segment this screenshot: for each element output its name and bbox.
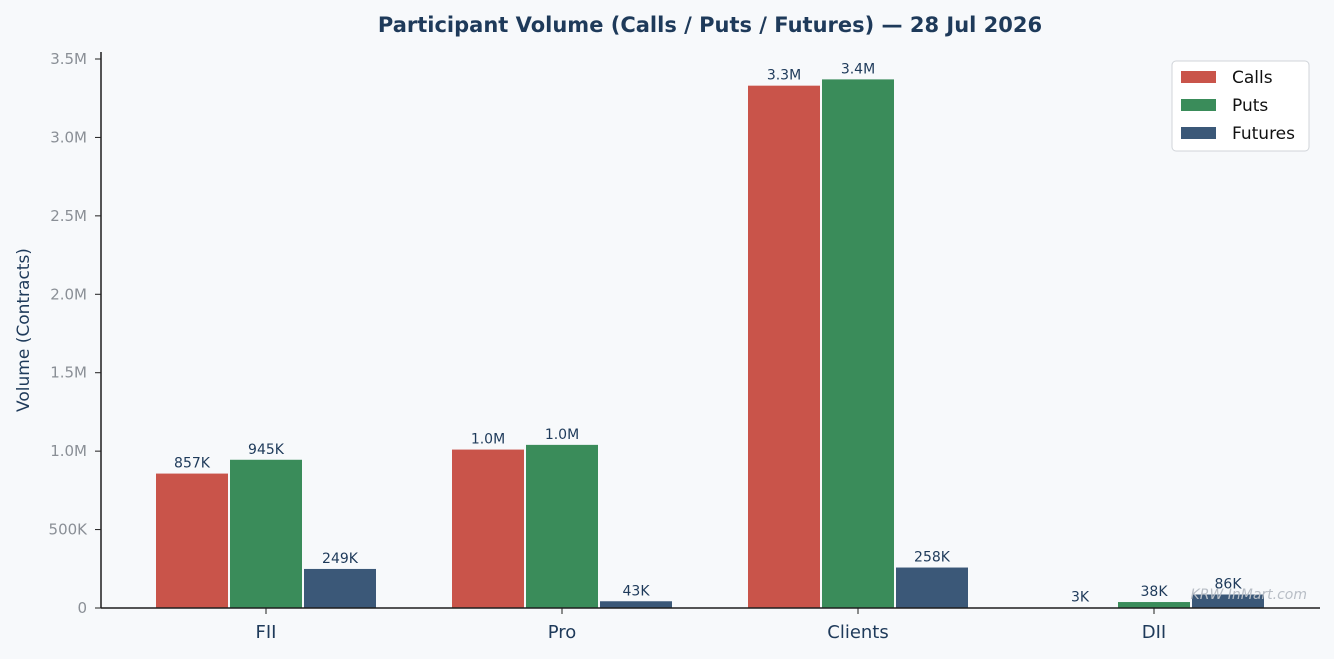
bar-calls-clients	[748, 85, 820, 608]
bar-puts-clients	[822, 79, 894, 609]
legend-swatch-calls	[1181, 71, 1216, 83]
data-label: 945K	[248, 442, 285, 458]
y-tick-label: 2.5M	[50, 207, 87, 225]
y-tick-label: 2.0M	[50, 285, 87, 303]
legend-swatch-futures	[1181, 127, 1216, 139]
bar-puts-pro	[526, 444, 598, 608]
bar-futures-clients	[896, 567, 968, 608]
y-tick-label: 1.0M	[50, 442, 87, 460]
y-ticks: 0 500K 1.0M 1.5M 2.0M 2.5M 3.0M 3.5M	[49, 50, 101, 617]
data-label: 1.0M	[545, 427, 579, 443]
legend-swatch-puts	[1181, 99, 1216, 111]
data-label: 38K	[1141, 584, 1169, 600]
watermark: KRW InMart.com	[1191, 587, 1307, 603]
data-label: 1.0M	[471, 432, 505, 448]
y-tick-label: 3.5M	[50, 50, 87, 68]
y-tick-label: 0	[77, 599, 87, 617]
data-label: 3K	[1071, 590, 1090, 606]
bar-puts-fii	[230, 459, 302, 608]
y-tick-label: 500K	[49, 521, 89, 539]
data-label: 43K	[623, 583, 651, 599]
y-tick-label: 1.5M	[50, 364, 87, 382]
x-tick-label: DII	[1142, 622, 1166, 643]
legend-label-puts: Puts	[1232, 96, 1268, 116]
data-label: 258K	[914, 550, 951, 566]
data-label: 249K	[322, 551, 359, 567]
data-label: 86K	[1215, 577, 1243, 593]
legend-label-futures: Futures	[1232, 124, 1295, 144]
legend: Calls Puts Futures	[1171, 60, 1310, 152]
bar-futures-dii	[1192, 594, 1264, 608]
x-ticks: FII Pro Clients DII	[256, 608, 1166, 643]
bar-calls-pro	[452, 449, 524, 608]
bar-futures-fii	[304, 568, 376, 608]
x-tick-label: Clients	[827, 622, 889, 643]
x-tick-label: FII	[256, 622, 277, 643]
y-tick-label: 3.0M	[50, 128, 87, 146]
data-label: 3.4M	[841, 61, 875, 77]
x-tick-label: Pro	[548, 622, 577, 643]
bar-futures-pro	[600, 601, 672, 608]
legend-label-calls: Calls	[1232, 68, 1273, 88]
y-axis-label: Volume (Contracts)	[14, 248, 34, 412]
chart-title: Participant Volume (Calls / Puts / Futur…	[378, 13, 1042, 37]
data-labels: 857K 945K 249K 1.0M 1.0M 43K 3.3M 3.4M 258K 3K 38K…	[174, 61, 1242, 605]
data-label: 3.3M	[767, 68, 801, 84]
data-label: 857K	[174, 456, 211, 472]
bars	[156, 79, 1264, 609]
bar-puts-dii	[1118, 602, 1190, 608]
bar-calls-fii	[156, 473, 228, 608]
